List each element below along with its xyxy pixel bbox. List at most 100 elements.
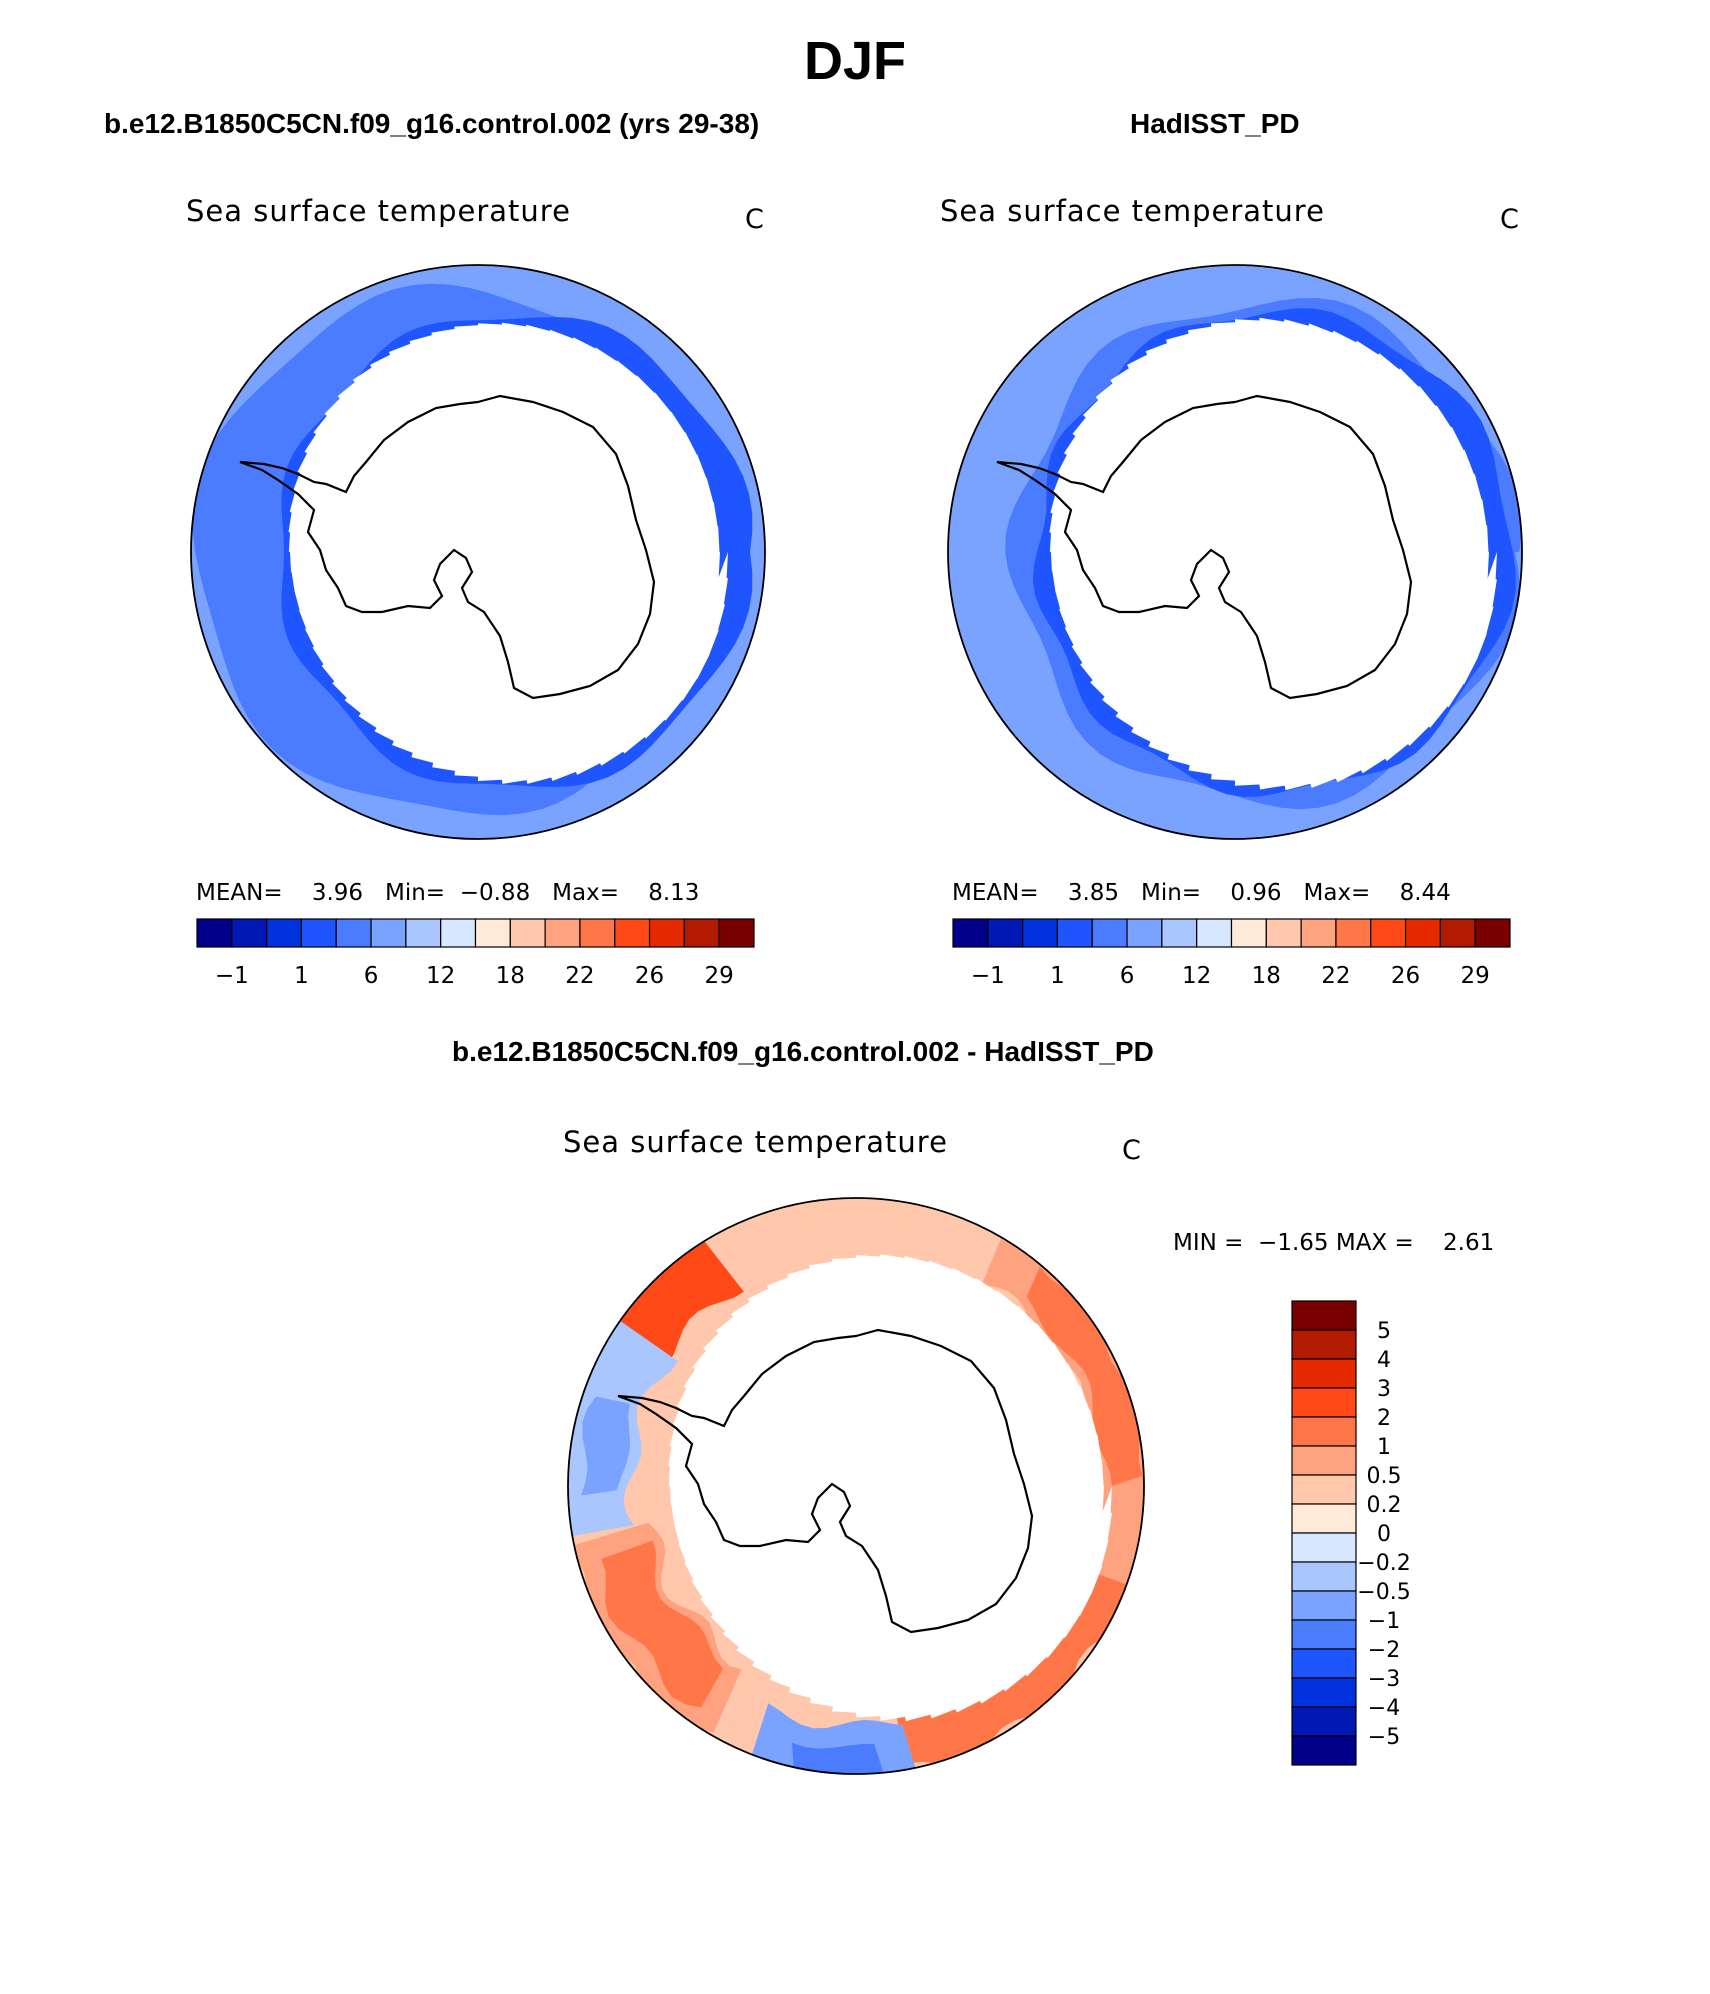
colorbar-swatch <box>1300 918 1337 948</box>
colorbar-tick-label: 26 <box>1391 963 1420 989</box>
min-label: MIN = <box>1173 1230 1244 1256</box>
colorbar-swatch <box>1291 1329 1357 1360</box>
colorbar-tick-label: 1 <box>1377 1435 1391 1460</box>
colorbar-tick-label: 29 <box>1461 963 1490 989</box>
mean-value: 3.85 <box>1067 880 1120 906</box>
right-map-units: C <box>1500 204 1519 235</box>
colorbar-swatch <box>718 918 755 948</box>
colorbar-tick-label: 12 <box>1182 963 1211 989</box>
map-boundary <box>190 264 766 840</box>
colorbar-swatch <box>405 918 442 948</box>
colorbar-tick-label: 4 <box>1377 1348 1391 1373</box>
colorbar-swatch <box>1291 1445 1357 1476</box>
colorbar-swatch <box>1291 1300 1357 1331</box>
colorbar-swatch <box>1161 918 1198 948</box>
colorbar-swatch <box>1291 1387 1357 1418</box>
colorbar-swatch <box>1439 918 1476 948</box>
colorbar-swatch <box>440 918 477 948</box>
colorbar-swatch <box>544 918 581 948</box>
colorbar-tick-label: 22 <box>565 963 594 989</box>
colorbar-swatch <box>1291 1619 1357 1650</box>
colorbar-swatch <box>1291 1561 1357 1592</box>
colorbar-swatch <box>1291 1706 1357 1737</box>
left-colorbar: −1 1 6 12 18 22 26 29 <box>196 918 755 989</box>
colorbar-swatch <box>1291 1474 1357 1505</box>
bottom-map-stats: MIN = −1.65 MAX = 2.61 <box>1173 1230 1494 1256</box>
bottom-map-variable-label: Sea surface temperature <box>563 1125 948 1159</box>
colorbar-swatch <box>1022 918 1059 948</box>
colorbar-swatch <box>1196 918 1233 948</box>
colorbar-tick-label: 2 <box>1377 1406 1391 1431</box>
left-map-field <box>191 265 765 839</box>
mean-value: 3.96 <box>311 880 364 906</box>
difference-colorbar: 5 4 3 2 1 0.5 0.2 0 −0.2 −0.5 −1 −2 −3 −4 −5 <box>1291 1300 1411 1766</box>
colorbar-swatch <box>614 918 651 948</box>
colorbar-tick-label: −5 <box>1368 1725 1400 1750</box>
colorbar-swatch <box>335 918 372 948</box>
colorbar-swatch <box>1291 1532 1357 1563</box>
colorbar-tick-label: 1 <box>1050 963 1065 989</box>
colorbar-tick-label: 1 <box>294 963 309 989</box>
right-map <box>947 264 1523 840</box>
mean-label: MEAN= <box>952 880 1039 906</box>
colorbar-swatch <box>987 918 1024 948</box>
figure-title: DJF <box>803 31 906 91</box>
colorbar-swatch <box>370 918 407 948</box>
colorbar-swatch <box>952 918 989 948</box>
colorbar-tick-label: 18 <box>496 963 525 989</box>
diff-cool-south-strong <box>792 1742 888 1774</box>
colorbar-tick-label: −4 <box>1368 1696 1400 1721</box>
left-map-stats: MEAN= 3.96 Min= −0.88 Max= 8.13 <box>196 880 699 906</box>
colorbar-tick-label: −0.5 <box>1357 1580 1410 1605</box>
colorbar-swatch <box>266 918 303 948</box>
left-map-variable-label: Sea surface temperature <box>186 194 571 228</box>
colorbar-swatch <box>231 918 268 948</box>
colorbar-swatch <box>1056 918 1093 948</box>
colorbar-tick-label: 3 <box>1377 1377 1391 1402</box>
mean-label: MEAN= <box>196 880 283 906</box>
colorbar-swatch <box>683 918 720 948</box>
colorbar-tick-label: −1 <box>215 963 249 989</box>
colorbar-swatch <box>1291 1677 1357 1708</box>
left-panel-title: b.e12.B1850C5CN.f09_g16.control.002 (yrs… <box>104 108 760 139</box>
colorbar-tick-label: −2 <box>1368 1638 1400 1663</box>
max-label: MAX = <box>1335 1230 1414 1256</box>
colorbar-swatch <box>579 918 616 948</box>
bottom-map-field <box>568 1198 1144 1774</box>
colorbar-swatch <box>1291 1503 1357 1534</box>
colorbar-swatch <box>1291 1590 1357 1621</box>
colorbar-swatch <box>509 918 546 948</box>
colorbar-swatch <box>1291 1648 1357 1679</box>
colorbar-swatch <box>1404 918 1441 948</box>
right-map-field <box>948 265 1522 839</box>
colorbar-tick-label: −1 <box>971 963 1005 989</box>
colorbar-swatch <box>1291 1358 1357 1389</box>
colorbar-tick-label: 12 <box>426 963 455 989</box>
colorbar-swatch <box>1091 918 1128 948</box>
colorbar-swatch <box>300 918 337 948</box>
colorbar-swatch <box>1370 918 1407 948</box>
colorbar-swatch <box>196 918 233 948</box>
colorbar-tick-label: 29 <box>705 963 734 989</box>
right-map-stats: MEAN= 3.85 Min= 0.96 Max= 8.44 <box>952 880 1451 906</box>
colorbar-swatch <box>1474 918 1511 948</box>
map-boundary <box>567 1197 1145 1775</box>
colorbar-swatch <box>1291 1416 1357 1447</box>
bottom-panel-title: b.e12.B1850C5CN.f09_g16.control.002 - Ha… <box>452 1036 1154 1067</box>
right-panel-title: HadISST_PD <box>1130 108 1300 139</box>
colorbar-swatch <box>1265 918 1302 948</box>
max-value: 2.61 <box>1443 1230 1495 1256</box>
right-map-variable-label: Sea surface temperature <box>940 194 1325 228</box>
bottom-map-units: C <box>1122 1135 1141 1166</box>
right-colorbar: −1 1 6 12 18 22 26 29 <box>952 918 1511 989</box>
colorbar-tick-label: 0.2 <box>1367 1493 1402 1518</box>
colorbar-swatch <box>648 918 685 948</box>
colorbar-tick-label: 0 <box>1377 1522 1391 1547</box>
colorbar-swatch <box>1126 918 1163 948</box>
colorbar-tick-label: 26 <box>635 963 664 989</box>
min-label: Min= <box>385 880 446 906</box>
min-label: Min= <box>1141 880 1202 906</box>
colorbar-tick-label: −3 <box>1368 1667 1400 1692</box>
min-value: −1.65 <box>1258 1230 1329 1256</box>
